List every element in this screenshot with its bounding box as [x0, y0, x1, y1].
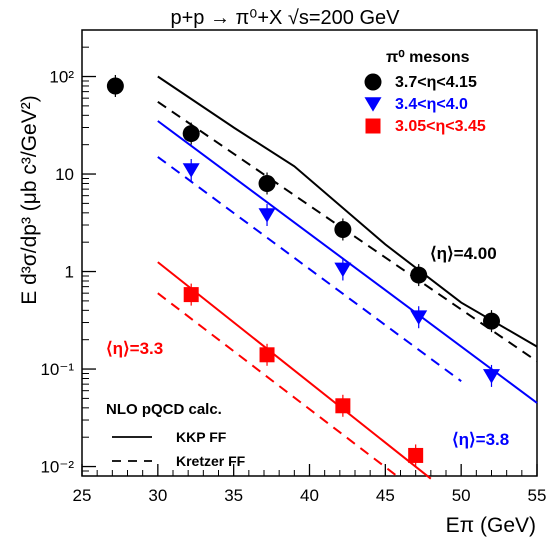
- data-point-circle: [334, 220, 352, 238]
- x-tick-label: 30: [148, 486, 167, 505]
- legend-marker-circle: [364, 73, 382, 91]
- data-markers: [106, 74, 500, 467]
- x-axis-label: Eπ (GeV): [446, 514, 536, 537]
- legend-marker-square: [365, 118, 381, 134]
- data-point-square: [335, 398, 351, 414]
- chart-title: p+p → π⁰+X √s=200 GeV: [170, 7, 400, 29]
- curve-kkp-ff-0: [157, 75, 538, 348]
- annotation-eta-3-8: ⟨η⟩=3.8: [452, 430, 509, 449]
- data-point-square: [259, 347, 275, 363]
- data-point-triangle-down: [483, 369, 500, 384]
- curve-kretzer-ff-5: [157, 292, 402, 480]
- curve-kkp-ff-2: [157, 120, 538, 404]
- data-point-triangle-down: [334, 262, 352, 278]
- data-point-circle: [258, 174, 276, 192]
- y-tick-label: 1: [65, 263, 74, 282]
- data-point-triangle-down: [182, 163, 200, 178]
- x-tick-label: 25: [73, 486, 92, 505]
- legend-entry-label: 3.05<η<3.45: [395, 118, 486, 135]
- annotation-eta-3-3: ⟨η⟩=3.3: [106, 339, 163, 358]
- calc-legend: NLO pQCD calc. KKP FF Kretzer FF: [106, 401, 246, 469]
- x-axis: 25 30 35 40 45 50 55: [73, 464, 547, 505]
- y-tick-label: 10⁻¹: [40, 360, 74, 379]
- legend-title: π⁰ mesons: [386, 49, 470, 66]
- y-axis-label: E d³σ/dp³ (μb c³/GeV²): [18, 95, 41, 304]
- annotation-eta-4-00: ⟨η⟩=4.00: [430, 244, 497, 263]
- x-tick-label: 45: [376, 486, 395, 505]
- data-point-circle: [410, 266, 428, 284]
- legend: 3.7<η<4.15 3.4<η<4.0 3.05<η<3.45: [364, 73, 486, 135]
- data-point-triangle-down: [410, 310, 428, 325]
- data-point-circle: [106, 77, 124, 95]
- y-tick-label: 10²: [49, 68, 74, 87]
- y-axis: 10⁻² 10⁻¹ 1 10 10²: [40, 29, 96, 477]
- legend-marker-triangle-down: [364, 97, 382, 112]
- x-tick-label: 35: [224, 486, 243, 505]
- x-tick-label: 55: [528, 486, 547, 505]
- legend-entry-label: 3.4<η<4.0: [395, 96, 468, 113]
- calc-legend-kretzer-label: Kretzer FF: [176, 453, 246, 469]
- calc-legend-kkp-label: KKP FF: [176, 429, 227, 445]
- data-point-square: [408, 447, 424, 463]
- data-point-square: [183, 287, 199, 303]
- curve-kretzer-ff-3: [157, 156, 462, 383]
- x-tick-label: 40: [300, 486, 319, 505]
- data-point-triangle-down: [258, 208, 276, 223]
- nlo-curves: [157, 75, 538, 480]
- data-point-circle: [182, 125, 200, 143]
- calc-legend-title: NLO pQCD calc.: [106, 401, 222, 418]
- y-tick-label: 10: [55, 165, 74, 184]
- y-tick-label: 10⁻²: [40, 458, 74, 477]
- curve-kkp-ff-4: [157, 261, 432, 480]
- x-tick-label: 50: [452, 486, 471, 505]
- legend-entry-label: 3.7<η<4.15: [395, 74, 477, 91]
- data-point-circle: [483, 312, 500, 330]
